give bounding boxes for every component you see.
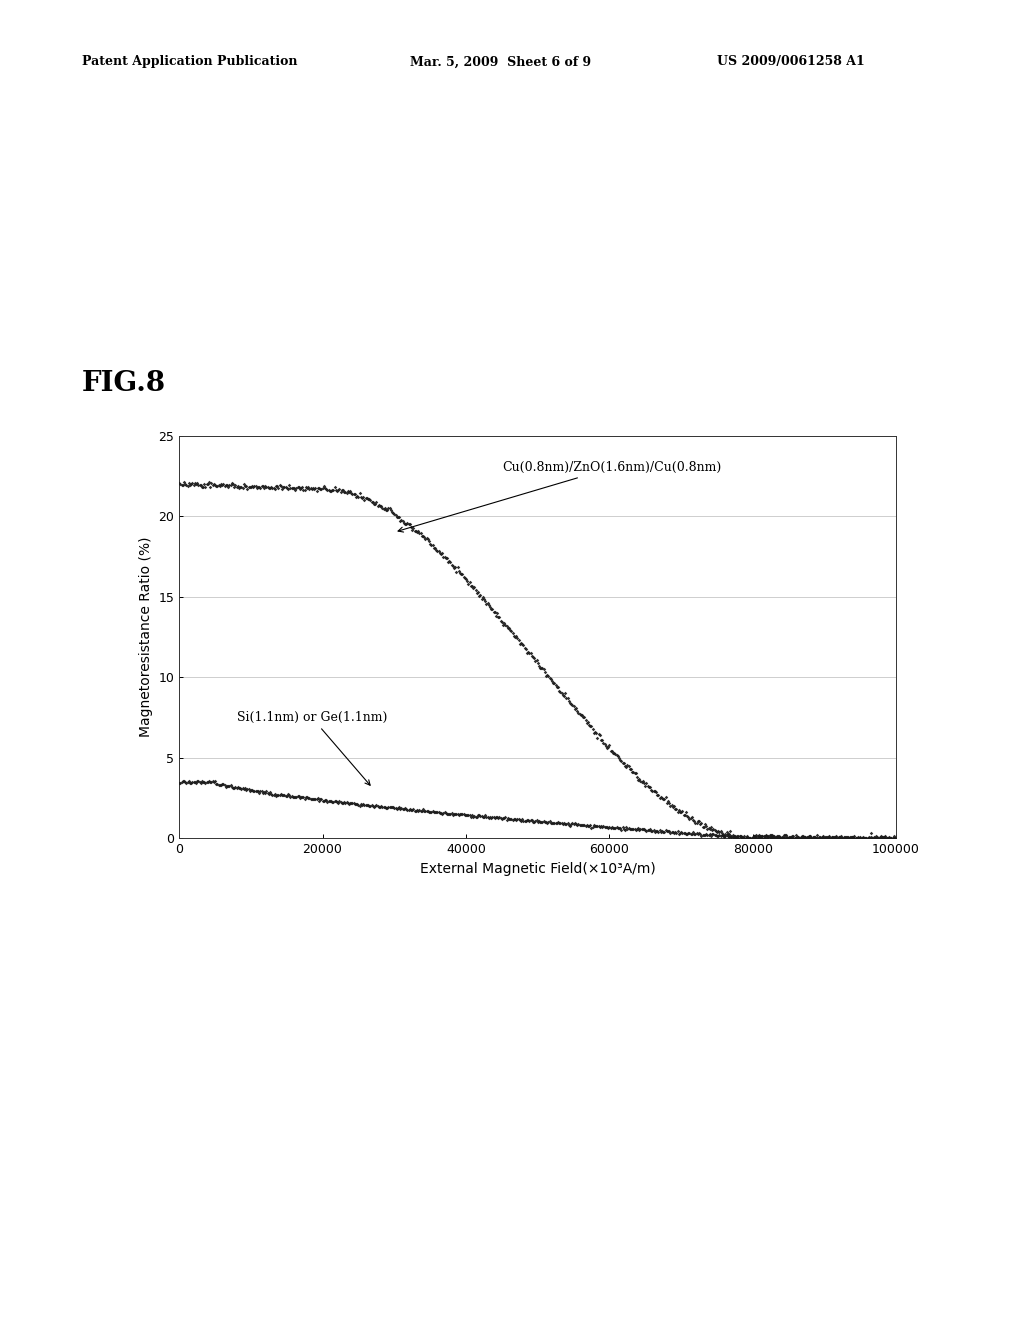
Text: Mar. 5, 2009  Sheet 6 of 9: Mar. 5, 2009 Sheet 6 of 9 (410, 55, 591, 69)
Text: Patent Application Publication: Patent Application Publication (82, 55, 297, 69)
X-axis label: External Magnetic Field(×10³A/m): External Magnetic Field(×10³A/m) (420, 862, 655, 875)
Text: Cu(0.8nm)/ZnO(1.6nm)/Cu(0.8nm): Cu(0.8nm)/ZnO(1.6nm)/Cu(0.8nm) (398, 461, 721, 532)
Text: Si(1.1nm) or Ge(1.1nm): Si(1.1nm) or Ge(1.1nm) (237, 711, 387, 785)
Text: FIG.8: FIG.8 (82, 370, 166, 396)
Y-axis label: Magnetoresistance Ratio (%): Magnetoresistance Ratio (%) (139, 537, 153, 737)
Text: US 2009/0061258 A1: US 2009/0061258 A1 (717, 55, 864, 69)
